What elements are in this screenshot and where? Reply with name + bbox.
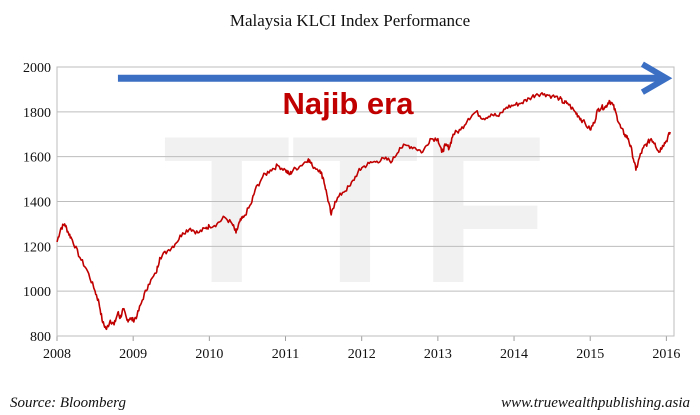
x-tick-label-2016: 2016 bbox=[652, 347, 680, 362]
x-tick-label-2015: 2015 bbox=[576, 347, 604, 362]
watermark: TTF bbox=[163, 92, 548, 327]
chart-title: Malaysia KLCI Index Performance bbox=[230, 11, 470, 30]
y-tick-label-2000: 2000 bbox=[23, 61, 51, 76]
website-label: www.truewealthpublishing.asia bbox=[501, 395, 690, 411]
y-tick-label-1000: 1000 bbox=[23, 285, 51, 300]
annotation-label: Najib era bbox=[283, 86, 415, 121]
series-line-klci bbox=[56, 92, 671, 331]
source-label: Source: Bloomberg bbox=[10, 395, 126, 411]
x-tick-label-2009: 2009 bbox=[119, 347, 147, 362]
arrow-head bbox=[640, 61, 673, 95]
x-tick-label-2010: 2010 bbox=[195, 347, 223, 362]
x-tick-label-2011: 2011 bbox=[272, 347, 299, 362]
x-tick-label-2014: 2014 bbox=[500, 347, 528, 362]
y-tick-label-800: 800 bbox=[30, 330, 51, 345]
x-tick-label-2013: 2013 bbox=[424, 347, 452, 362]
annotation-arrow bbox=[117, 61, 673, 95]
x-axis-tick-labels: 2008 2009 2010 2011 2012 2013 2014 2015 2016 bbox=[43, 347, 680, 362]
y-tick-label-1600: 1600 bbox=[23, 151, 51, 166]
y-tick-label-1800: 1800 bbox=[23, 106, 51, 121]
y-tick-label-1400: 1400 bbox=[23, 196, 51, 211]
x-tick-label-2008: 2008 bbox=[43, 347, 71, 362]
x-tick-label-2012: 2012 bbox=[348, 347, 376, 362]
x-axis-ticks bbox=[56, 336, 667, 341]
plot-area-frame bbox=[56, 66, 675, 337]
y-tick-label-1200: 1200 bbox=[23, 240, 51, 255]
y-axis-tick-labels: 800 1000 1200 1400 1600 1800 2000 bbox=[23, 61, 51, 345]
